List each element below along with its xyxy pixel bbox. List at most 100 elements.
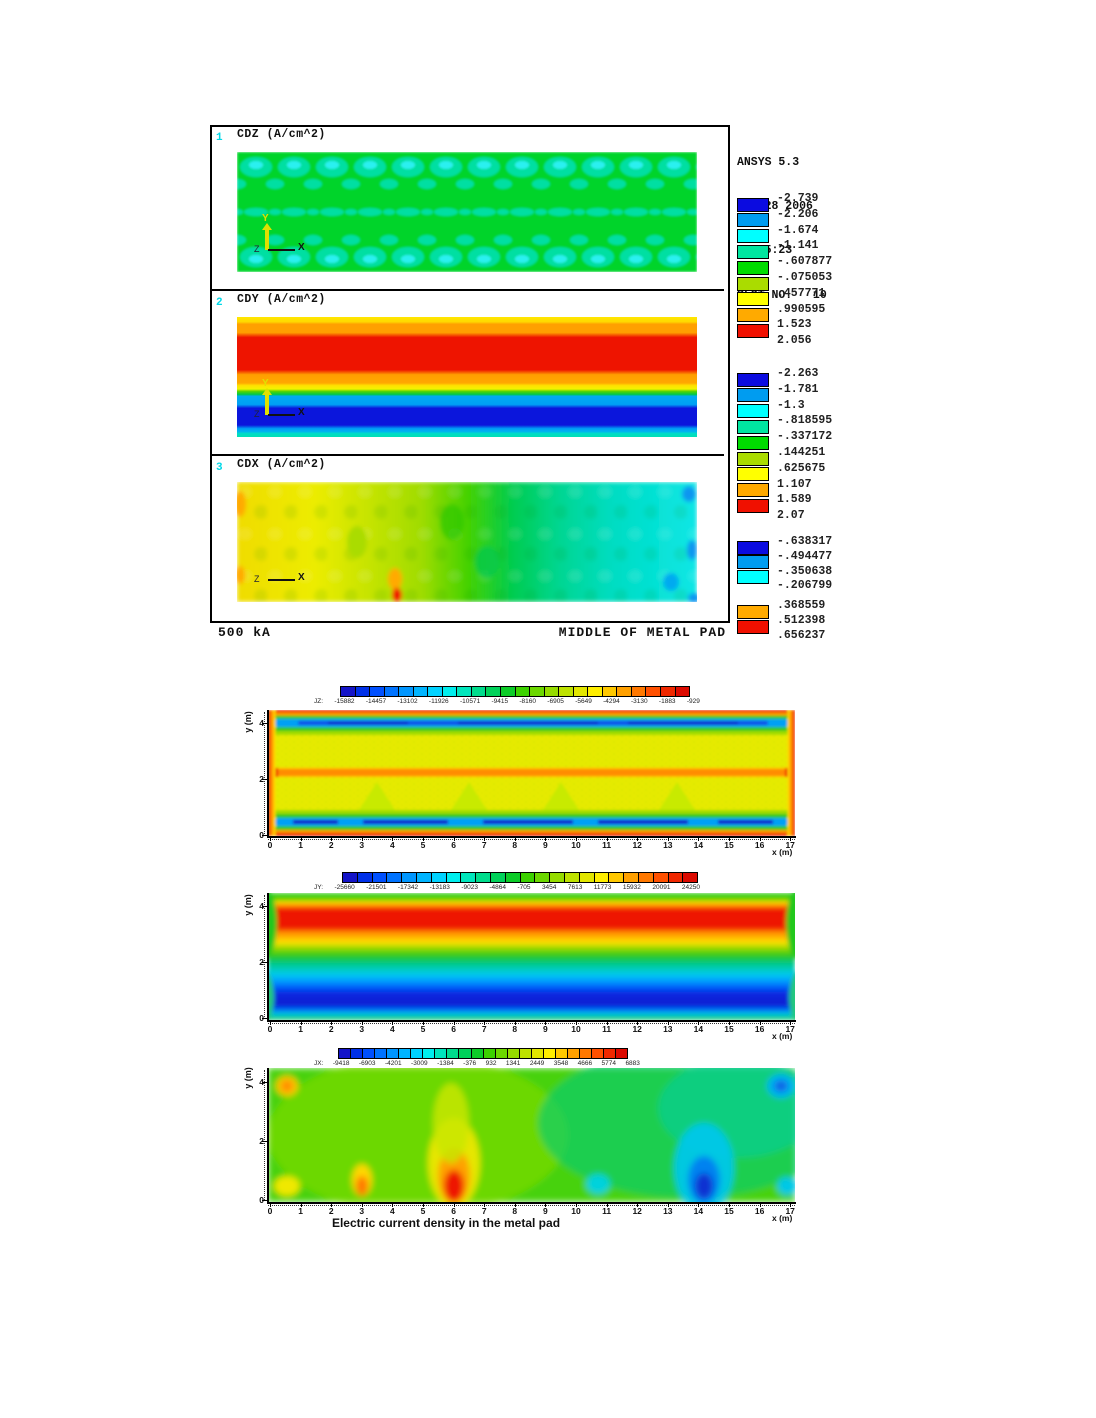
legend-value: -1.141: [777, 239, 819, 253]
x-tick-label: 14: [693, 1024, 704, 1034]
x-tick-label: 16: [754, 1024, 765, 1034]
x-tick-label: 13: [663, 1024, 673, 1034]
colorbar-segment: [494, 1049, 507, 1058]
x-tick-labels-jz: 0 1 2 3 4 5 6 7 8 9 10 11 12 13 14 15 16 17: [268, 840, 808, 850]
colorbar-segment: [434, 1049, 447, 1058]
x-minor-ticks: [268, 1205, 795, 1206]
colorbar-label: JY:: [314, 884, 324, 891]
colorbar-label: -9023: [461, 884, 478, 891]
triad-z-label: Z: [254, 574, 260, 584]
colorbar-label: -13183: [429, 884, 450, 891]
x-tick-mark: [453, 1021, 455, 1025]
colorbar-label: -11926: [428, 698, 449, 705]
x-tick-label: 5: [420, 1024, 426, 1034]
triad-x-label: X: [298, 572, 305, 583]
legend-swatch: [737, 213, 769, 228]
colorbar-label: 1341: [505, 1060, 521, 1067]
colorbar-label: 932: [485, 1060, 497, 1067]
colorbar-segment: [587, 687, 602, 696]
colorbar-label: -1883: [658, 698, 676, 705]
colorbar-segment: [422, 1049, 435, 1058]
ansys-version: ANSYS 5.3: [737, 155, 800, 169]
legend-swatch: [737, 229, 769, 244]
x-tick-mark: [361, 837, 363, 841]
contour-cdx: [237, 482, 697, 602]
legend-value: .990595: [777, 302, 826, 316]
x-tick-mark: [759, 837, 761, 841]
legend-value: -.818595: [777, 414, 833, 428]
x-tick-mark: [637, 1203, 639, 1207]
colorbar-segment: [415, 873, 431, 882]
legend-swatch: [737, 483, 769, 498]
x-minor-ticks: [268, 1023, 795, 1024]
colorbar-label: 7613: [567, 884, 583, 891]
current-label: 500 kA: [218, 625, 271, 640]
colorbar-segment: [339, 1049, 351, 1058]
y-tick-label: 2: [259, 774, 264, 784]
ansys-figure-frame: [210, 125, 730, 623]
x-tick-mark: [667, 1203, 669, 1207]
colorbar-labels-jy: JY: -25660 -21501 -17342 -13183 -9023 -4864 -70…: [314, 884, 700, 891]
legend-value: -.206799: [777, 579, 833, 593]
x-tick-label: 1: [298, 1024, 303, 1034]
x-axis-line: [268, 414, 295, 416]
colorbar-segment: [398, 1049, 411, 1058]
colorbar-segment: [441, 687, 457, 696]
x-tick-label: 8: [512, 1206, 518, 1216]
x-tick-mark: [729, 837, 730, 841]
x-tick-label: 16: [754, 1206, 765, 1216]
x-tick-mark: [300, 1203, 302, 1207]
legend-value: -1.3: [777, 398, 805, 412]
colorbar-segment: [593, 873, 609, 882]
legend-value: -2.739: [777, 192, 819, 205]
colorbar-segment: [543, 687, 559, 696]
x-tick-mark: [698, 837, 700, 841]
colorbar-segment: [470, 1049, 483, 1058]
x-tick-mark: [270, 1203, 271, 1207]
plot-number-1: 1: [216, 132, 223, 144]
x-tick-label: 8: [512, 840, 518, 850]
colorbar-label: 3454: [541, 884, 557, 891]
legend-swatch: [737, 467, 769, 482]
legend-swatch: [737, 260, 769, 275]
x-tick-label: 4: [390, 1206, 395, 1216]
legend-swatch: [737, 604, 769, 619]
x-tick-mark: [637, 1021, 639, 1025]
x-tick-mark: [392, 1203, 394, 1207]
x-tick-mark: [392, 1021, 394, 1025]
y-minor-ticks: [264, 712, 265, 834]
colorbar-segment: [554, 1049, 567, 1058]
colorbar-label: -376: [463, 1060, 477, 1067]
colorbar-segment: [475, 873, 490, 882]
x-tick-label: 6: [451, 1024, 456, 1034]
legend-value: -.337172: [777, 430, 833, 444]
x-axis-label: x (m): [772, 1031, 793, 1041]
colorbar-segment: [518, 1049, 531, 1058]
y-tick-label: 0: [259, 830, 264, 840]
x-tick-label: 10: [571, 840, 581, 850]
colorbar-segment: [446, 1049, 459, 1058]
legend-value: -.350638: [777, 564, 833, 578]
x-tick-label: 12: [632, 1024, 642, 1034]
x-tick-label: 0: [267, 1024, 273, 1034]
y-axis-arrow-icon: [262, 223, 272, 230]
legend-value: -.607877: [777, 255, 833, 269]
colorbar-segment: [386, 873, 402, 882]
legend-value: 2.056: [777, 334, 812, 348]
colorbar-segment: [430, 873, 446, 882]
x-tick-label: 9: [543, 1024, 548, 1034]
colorbar-segment: [427, 687, 442, 696]
legend-swatch: [737, 372, 769, 387]
colorbar-label: 4666: [577, 1060, 593, 1067]
colorbar-jz: [340, 686, 690, 697]
x-tick-label: 17: [785, 1024, 795, 1034]
legend-value: .656237: [777, 628, 826, 642]
legend-swatch: [737, 323, 769, 338]
x-tick-mark: [484, 837, 486, 841]
y-minor-ticks: [264, 895, 265, 1017]
x-tick-mark: [698, 1203, 700, 1207]
y-tick-label: 0: [259, 1195, 264, 1205]
colorbar-segment: [529, 687, 544, 696]
colorbar-segment: [652, 873, 668, 882]
